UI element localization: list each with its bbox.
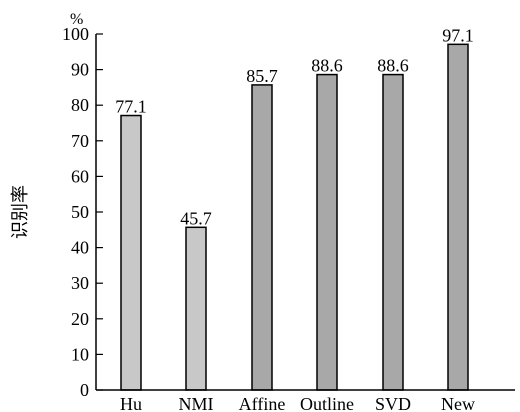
y-tick-label: 100 <box>62 24 89 44</box>
category-label-new: New <box>441 394 475 412</box>
category-label-outline: Outline <box>300 394 354 412</box>
y-ticks: 0 10 20 30 40 50 60 70 80 90 100 <box>62 24 103 400</box>
category-label-affine: Affine <box>239 394 286 412</box>
y-tick-label: 90 <box>71 60 89 80</box>
y-unit-label: % <box>70 11 83 28</box>
category-label-hu: Hu <box>120 394 142 412</box>
y-tick-label: 60 <box>71 166 89 186</box>
data-label-affine: 85.7 <box>246 66 278 86</box>
y-tick-label: 40 <box>71 238 89 258</box>
y-tick-label: 70 <box>71 131 89 151</box>
bar-outline <box>316 73 338 391</box>
category-label-svd: SVD <box>375 394 411 412</box>
data-label-svd: 88.6 <box>377 56 409 76</box>
bar-hu <box>120 114 142 391</box>
category-label-nmi: NMI <box>179 394 214 412</box>
bar-nmi <box>185 226 207 391</box>
bars-group <box>120 43 469 391</box>
category-labels: Hu NMI Affine Outline SVD New <box>120 394 475 412</box>
y-tick-label: 10 <box>71 344 89 364</box>
data-label-new: 97.1 <box>442 25 474 45</box>
bar-new <box>447 43 469 391</box>
y-axis-label: 识别率 <box>10 185 31 239</box>
y-tick-label: 20 <box>71 309 89 329</box>
data-label-hu: 77.1 <box>115 97 147 117</box>
y-tick-label: 30 <box>71 273 89 293</box>
data-label-outline: 88.6 <box>311 56 343 76</box>
y-tick-label: 50 <box>71 202 89 222</box>
bar-affine <box>251 84 273 391</box>
bar-svd <box>382 73 404 391</box>
data-label-nmi: 45.7 <box>180 208 212 228</box>
y-tick-label: 80 <box>71 95 89 115</box>
data-labels: 77.1 45.7 85.7 88.6 88.6 97.1 <box>115 25 474 228</box>
y-tick-label: 0 <box>80 380 89 400</box>
